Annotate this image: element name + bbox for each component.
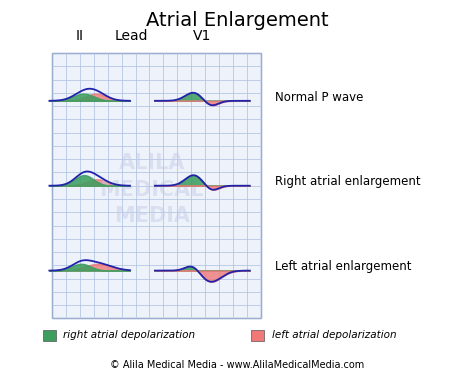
Text: left atrial depolarization: left atrial depolarization: [272, 330, 396, 340]
Text: Atrial Enlargement: Atrial Enlargement: [146, 11, 328, 30]
Text: right atrial depolarization: right atrial depolarization: [63, 330, 195, 340]
Text: Right atrial enlargement: Right atrial enlargement: [275, 175, 420, 188]
Bar: [251, 330, 264, 341]
Text: ALILA
MEDICAL
MEDIA: ALILA MEDICAL MEDIA: [100, 153, 204, 226]
Text: V1: V1: [193, 29, 211, 43]
Text: Left atrial enlargement: Left atrial enlargement: [275, 260, 411, 273]
Bar: [43, 330, 56, 341]
Text: © Alila Medical Media - www.AlilaMedicalMedia.com: © Alila Medical Media - www.AlilaMedical…: [110, 360, 364, 370]
Bar: [52, 53, 261, 318]
Text: II: II: [75, 29, 83, 43]
Text: Normal P wave: Normal P wave: [275, 91, 363, 103]
Text: Lead: Lead: [115, 29, 148, 43]
